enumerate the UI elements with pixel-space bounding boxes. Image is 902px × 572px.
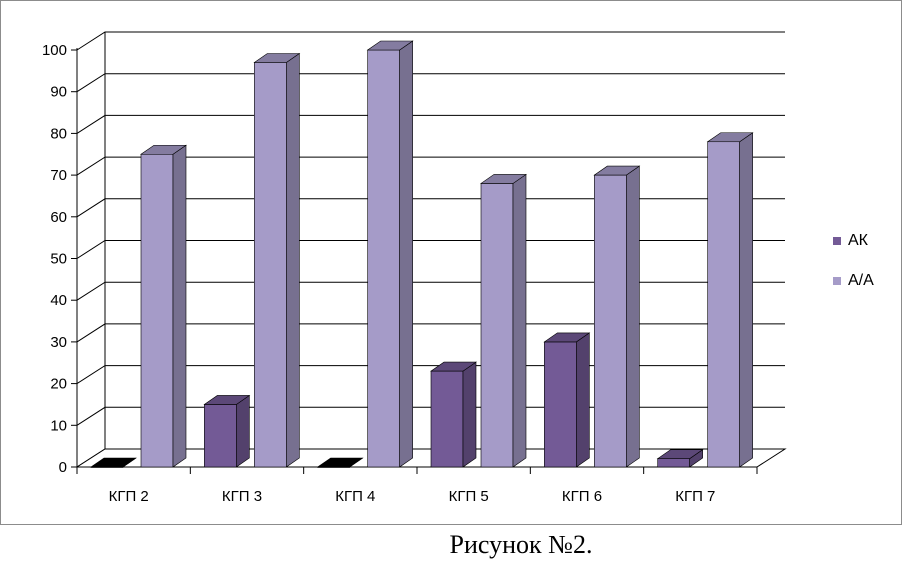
legend-swatch xyxy=(833,237,841,245)
y-tick-label: 90 xyxy=(50,84,67,101)
figure-caption: Рисунок №2. xyxy=(449,530,593,559)
gridline xyxy=(76,114,785,134)
bar xyxy=(203,394,251,468)
y-tick-label: 50 xyxy=(50,251,67,268)
bar xyxy=(706,132,754,468)
bar xyxy=(593,165,641,468)
x-tick-label: КГП 5 xyxy=(449,488,489,505)
bar xyxy=(253,52,301,468)
y-tick-label: 40 xyxy=(50,292,67,309)
bar xyxy=(140,144,187,468)
y-tick-label: 60 xyxy=(50,209,67,226)
y-tick-label: 70 xyxy=(50,167,67,184)
bar xyxy=(90,457,137,468)
y-tick-label: 20 xyxy=(50,376,67,393)
bar xyxy=(366,40,414,468)
y-tick-label: 100 xyxy=(42,42,67,59)
bars-layer xyxy=(90,40,754,468)
gridline xyxy=(76,73,785,93)
bar xyxy=(656,449,704,468)
x-tick-label: КГП 7 xyxy=(675,488,715,505)
gridline xyxy=(76,31,785,51)
x-tick-label: КГП 6 xyxy=(562,488,602,505)
bar xyxy=(430,361,477,468)
legend-label: АК xyxy=(848,232,869,249)
legend-label: А/А xyxy=(848,272,874,289)
legend-swatch xyxy=(833,277,841,285)
y-tick-label: 30 xyxy=(50,334,67,351)
y-axis-ticks: 0 10 20 30 40 50 60 70 80 90 100 xyxy=(42,42,77,476)
y-tick-label: 80 xyxy=(50,125,67,142)
bar xyxy=(543,332,591,468)
y-tick-label: 10 xyxy=(50,417,67,434)
y-tick-label: 0 xyxy=(59,459,67,476)
bar xyxy=(480,173,527,468)
legend: АК А/А xyxy=(833,232,874,289)
x-tick-label: КГП 2 xyxy=(109,488,149,505)
x-tick-label: КГП 4 xyxy=(335,488,375,505)
x-axis-ticks: КГП 2 КГП 3 КГП 4 КГП 5 КГП 6 КГП 7 xyxy=(76,467,758,505)
bar xyxy=(316,457,364,468)
x-tick-label: КГП 3 xyxy=(222,488,262,505)
